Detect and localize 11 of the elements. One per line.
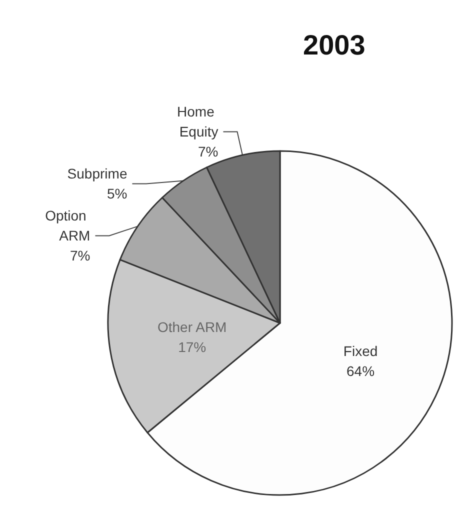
data-label: 7% [198,144,218,160]
data-label: 17% [178,338,206,355]
data-label: 7% [70,248,90,264]
slice-label: Option ARM [45,208,90,244]
slice-label: Fixed [343,342,378,359]
slice-label: Other ARM [157,318,227,335]
data-label: 64% [346,362,375,379]
slice-label: Subprime [67,166,128,182]
chart-title: 2003 [303,30,366,60]
data-label: 5% [106,186,128,202]
slice-label: Home Equity [177,104,218,140]
